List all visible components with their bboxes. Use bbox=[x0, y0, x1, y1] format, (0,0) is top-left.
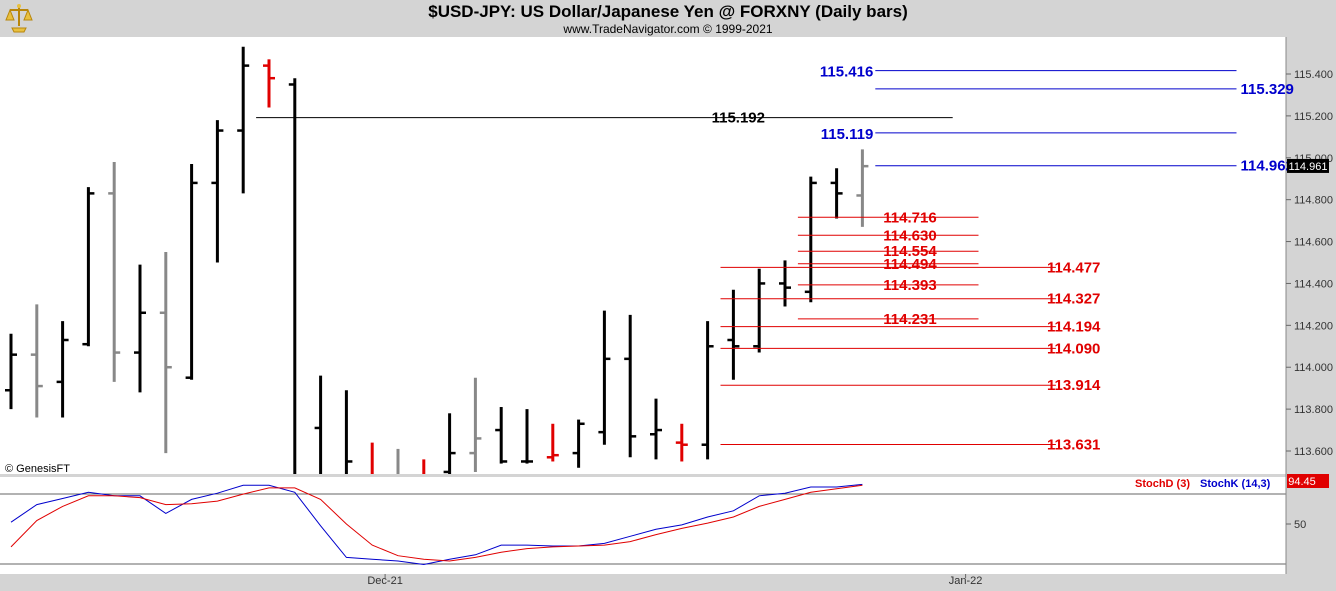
date-x-axis: Dec-21 Jan-22 bbox=[367, 574, 982, 587]
price-panel bbox=[0, 37, 1286, 474]
x-tick-label: Dec-21 bbox=[367, 575, 402, 587]
price-levels: 115.416 115.329 115.192 115.119 114.962 114.7… bbox=[256, 64, 1294, 454]
y-tick-label: 114.200 bbox=[1294, 320, 1333, 332]
stochastic-series-line bbox=[10, 483, 863, 566]
stoch-value-badge bbox=[1287, 474, 1329, 488]
y-tick-label: 114.400 bbox=[1294, 278, 1333, 290]
last-price-badge bbox=[1287, 158, 1329, 173]
level-label: 113.914 bbox=[1047, 377, 1101, 394]
y-tick-label: 115.200 bbox=[1294, 111, 1333, 123]
stochastic-lines: 50 StochD (3) StochK (14,3) 94.45 bbox=[10, 474, 1329, 566]
level-label: 115.192 bbox=[712, 110, 765, 127]
level-label: 113.631 bbox=[1047, 437, 1100, 454]
level-label: 114.393 bbox=[883, 277, 936, 294]
level-label: 114.962 bbox=[1241, 158, 1294, 175]
level-label: 115.416 bbox=[820, 64, 873, 81]
trade-navigator-logo-icon bbox=[4, 2, 34, 34]
x-tick-label: Jan-22 bbox=[949, 575, 983, 587]
price-y-axis: 113.600 113.800 114.000 114.200 114.400 114.6… bbox=[1286, 69, 1333, 458]
level-label: 114.090 bbox=[1047, 340, 1100, 357]
y-tick-label: 113.600 bbox=[1294, 446, 1333, 458]
level-label: 114.630 bbox=[883, 227, 936, 244]
level-label: 115.329 bbox=[1241, 81, 1294, 98]
level-label: 114.231 bbox=[883, 311, 936, 328]
legend-stochd: StochD (3) bbox=[1135, 478, 1190, 490]
level-label: 114.327 bbox=[1047, 291, 1100, 308]
y-tick-label: 114.000 bbox=[1294, 362, 1333, 374]
chart-title: $USD-JPY: US Dollar/Japanese Yen @ FORXN… bbox=[428, 2, 908, 21]
level-label: 114.194 bbox=[1047, 319, 1101, 336]
stochastic-panel bbox=[0, 477, 1286, 574]
value-badges: 114.961 bbox=[1287, 158, 1329, 173]
stochastic-series-line bbox=[10, 484, 863, 562]
level-label: 114.477 bbox=[1047, 259, 1100, 276]
level-label: 115.119 bbox=[821, 126, 874, 143]
y-tick-label: 115.400 bbox=[1294, 69, 1333, 81]
y-tick-label: 114.800 bbox=[1294, 195, 1333, 207]
chart-subtitle: www.TradeNavigator.com © 1999-2021 bbox=[563, 22, 773, 36]
level-label: 114.554 bbox=[883, 243, 937, 260]
ohlc-bars bbox=[5, 46, 869, 474]
last-price-label: 114.961 bbox=[1289, 161, 1328, 173]
genesis-watermark: © GenesisFT bbox=[5, 463, 70, 475]
level-label: 114.494 bbox=[883, 256, 937, 273]
y-tick-label: 114.600 bbox=[1294, 237, 1333, 249]
level-label: 114.716 bbox=[883, 209, 936, 226]
y-tick-label: 113.800 bbox=[1294, 404, 1333, 416]
stoch-value-label: 94.45 bbox=[1288, 476, 1316, 488]
stoch-tick-label: 50 bbox=[1294, 519, 1306, 531]
legend-stochk: StochK (14,3) bbox=[1200, 478, 1271, 490]
chart-header: $USD-JPY: US Dollar/Japanese Yen @ FORXN… bbox=[0, 0, 1336, 37]
